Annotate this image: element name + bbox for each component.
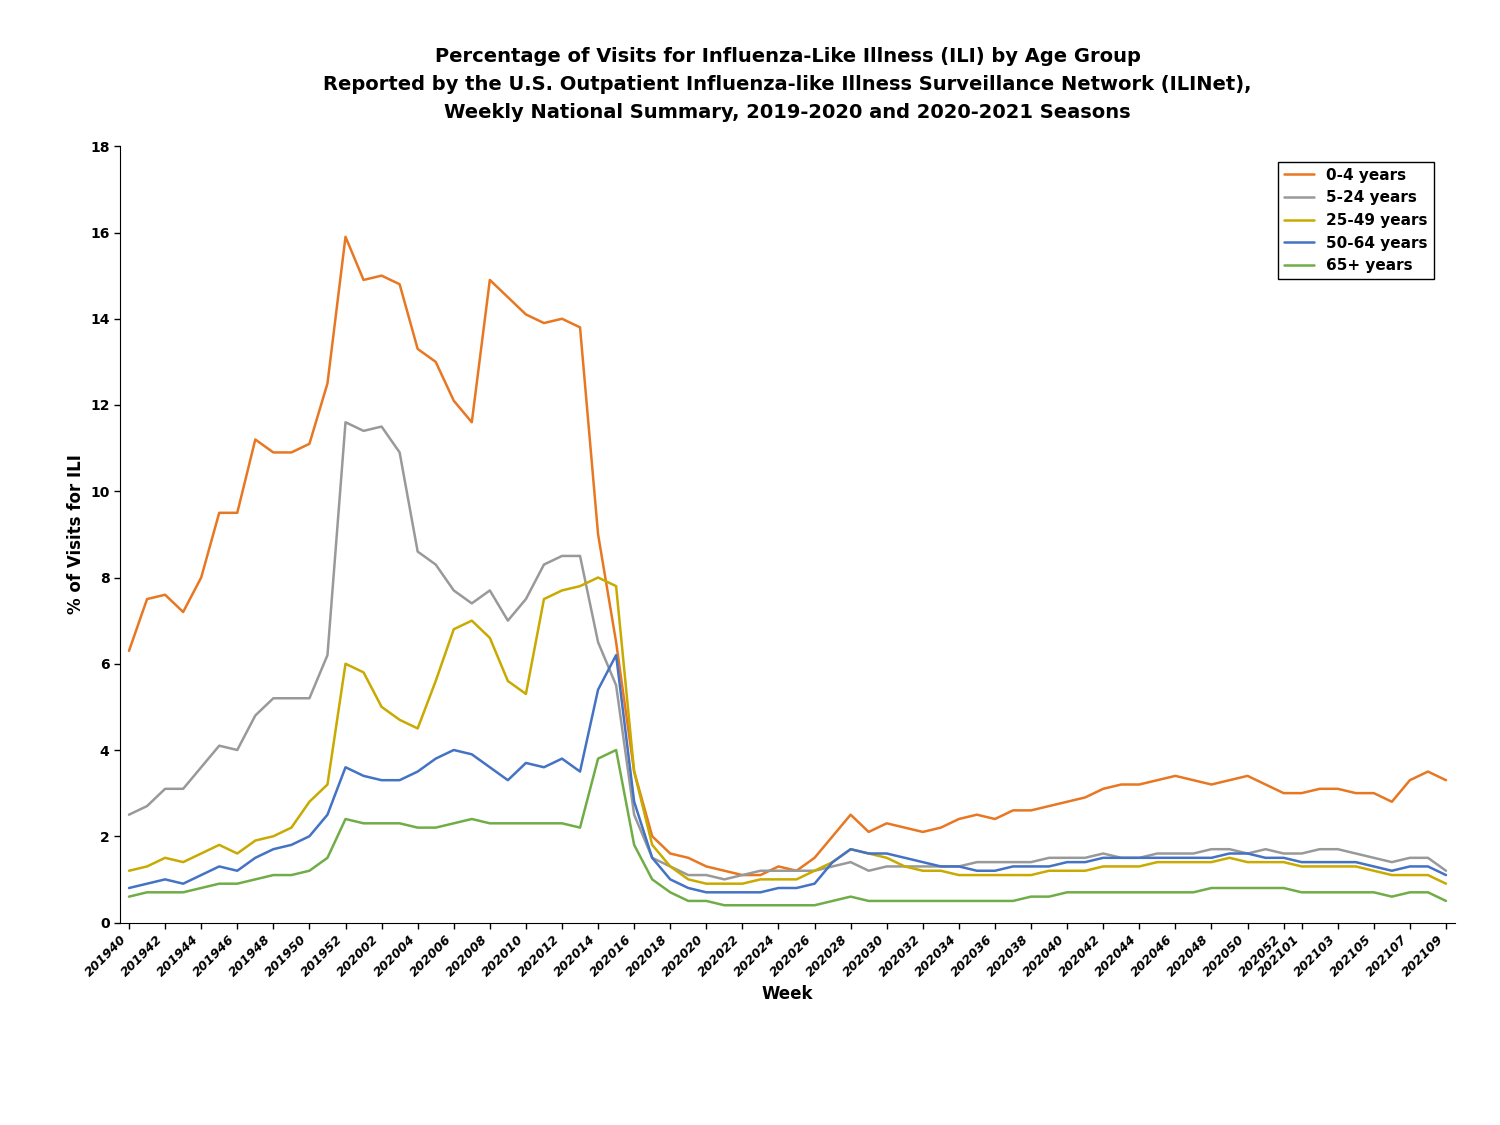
65+ years [554, 817, 572, 830]
0-4 years [336, 229, 354, 243]
5-24 years [1347, 847, 1365, 861]
5-24 years [878, 860, 896, 873]
50-64 years [408, 765, 426, 778]
65+ years [390, 817, 408, 830]
25-49 years [698, 878, 715, 891]
25-49 years [878, 850, 896, 864]
5-24 years [336, 415, 354, 429]
65+ years [608, 744, 625, 757]
50-64 years [554, 752, 572, 765]
5-24 years [120, 808, 138, 821]
50-64 years [1437, 868, 1455, 882]
Line: 5-24 years: 5-24 years [129, 422, 1446, 880]
50-64 years [698, 885, 715, 899]
25-49 years [554, 584, 572, 597]
Line: 25-49 years: 25-49 years [129, 577, 1446, 884]
50-64 years [896, 850, 914, 864]
50-64 years [1347, 855, 1365, 868]
65+ years [408, 821, 426, 835]
0-4 years [572, 321, 590, 334]
25-49 years [390, 713, 408, 727]
Y-axis label: % of Visits for ILI: % of Visits for ILI [66, 455, 84, 614]
25-49 years [120, 864, 138, 878]
65+ years [716, 899, 734, 912]
65+ years [896, 894, 914, 908]
65+ years [1347, 885, 1365, 899]
50-64 years [120, 881, 138, 894]
Line: 0-4 years: 0-4 years [129, 236, 1446, 875]
0-4 years [878, 817, 896, 830]
65+ years [878, 894, 896, 908]
25-49 years [408, 722, 426, 736]
Legend: 0-4 years, 5-24 years, 25-49 years, 50-64 years, 65+ years: 0-4 years, 5-24 years, 25-49 years, 50-6… [1278, 162, 1434, 279]
0-4 years [1347, 786, 1365, 800]
5-24 years [896, 860, 914, 873]
50-64 years [390, 774, 408, 787]
25-49 years [896, 860, 914, 873]
Line: 50-64 years: 50-64 years [129, 655, 1446, 892]
0-4 years [1437, 774, 1455, 787]
X-axis label: Week: Week [762, 984, 813, 1002]
0-4 years [734, 868, 752, 882]
Line: 65+ years: 65+ years [129, 750, 1446, 906]
25-49 years [590, 570, 608, 584]
5-24 years [572, 549, 590, 562]
0-4 years [120, 644, 138, 657]
65+ years [120, 890, 138, 903]
50-64 years [608, 648, 625, 662]
5-24 years [426, 558, 444, 572]
0-4 years [896, 821, 914, 835]
0-4 years [426, 356, 444, 369]
Title: Percentage of Visits for Influenza-Like Illness (ILI) by Age Group
Reported by t: Percentage of Visits for Influenza-Like … [324, 47, 1251, 123]
5-24 years [408, 544, 426, 558]
25-49 years [1437, 878, 1455, 891]
50-64 years [878, 847, 896, 861]
0-4 years [408, 342, 426, 356]
65+ years [1437, 894, 1455, 908]
5-24 years [1437, 864, 1455, 878]
25-49 years [1347, 860, 1365, 873]
5-24 years [716, 873, 734, 886]
